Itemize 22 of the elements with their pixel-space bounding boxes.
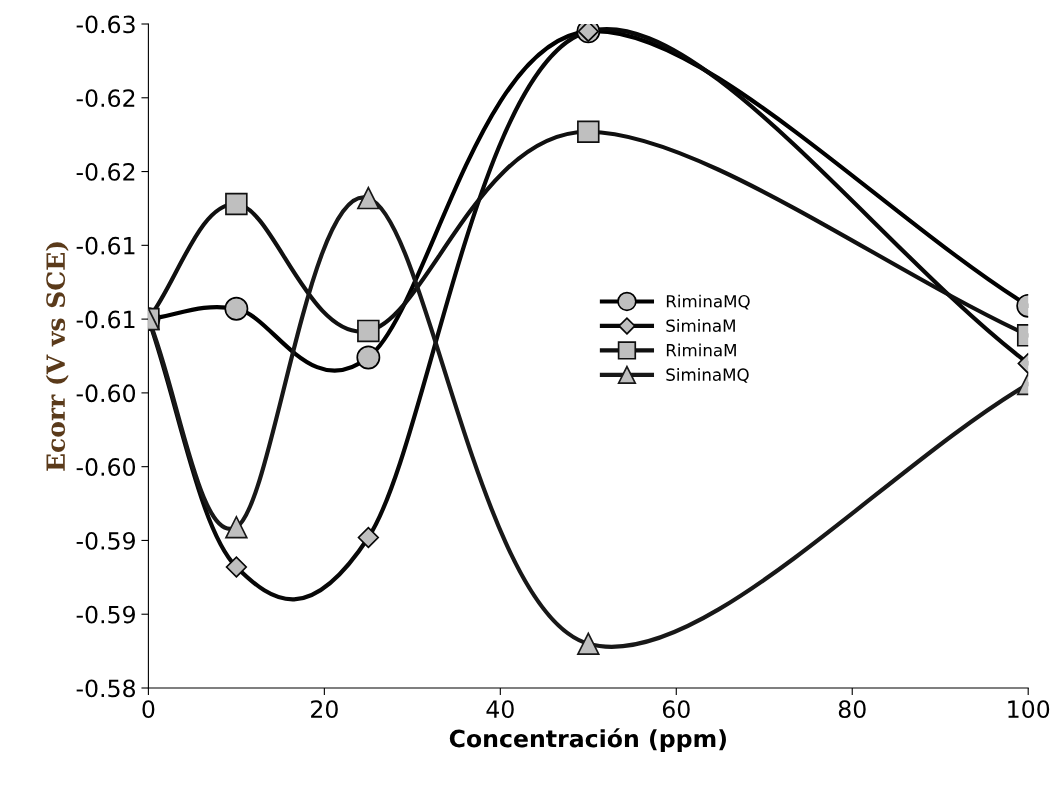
x-tick-label: 80 xyxy=(838,700,866,719)
y-tick-label: -0.60 xyxy=(76,384,136,403)
y-tick-label: -0.62 xyxy=(76,89,135,108)
y-tick-label: -0.61 xyxy=(76,310,135,329)
legend-label: SiminaMQ xyxy=(666,368,749,383)
y-axis-title: Ecorr (V vs SCE) xyxy=(45,242,69,471)
x-tick-label: 40 xyxy=(486,700,514,719)
legend-label: SiminaM xyxy=(666,319,735,332)
x-tick-label: 60 xyxy=(662,700,690,719)
x-axis-title: Concentración (ppm) xyxy=(449,728,726,753)
y-tick-label: -0.62 xyxy=(76,163,135,181)
x-tick-label: 0 xyxy=(142,700,155,719)
y-tick-label: -0.60 xyxy=(76,458,136,476)
y-tick-label: -0.58 xyxy=(76,679,135,698)
y-tick-label: -0.59 xyxy=(76,605,135,624)
x-tick-label: 100 xyxy=(1008,700,1050,719)
y-tick-label: -0.63 xyxy=(76,15,135,34)
y-tick-label: -0.61 xyxy=(76,236,135,255)
legend-label: RiminaM xyxy=(666,343,736,357)
legend-label: RiminaMQ xyxy=(666,294,750,310)
x-tick-label: 20 xyxy=(311,700,338,719)
y-tick-label: -0.59 xyxy=(76,531,135,550)
